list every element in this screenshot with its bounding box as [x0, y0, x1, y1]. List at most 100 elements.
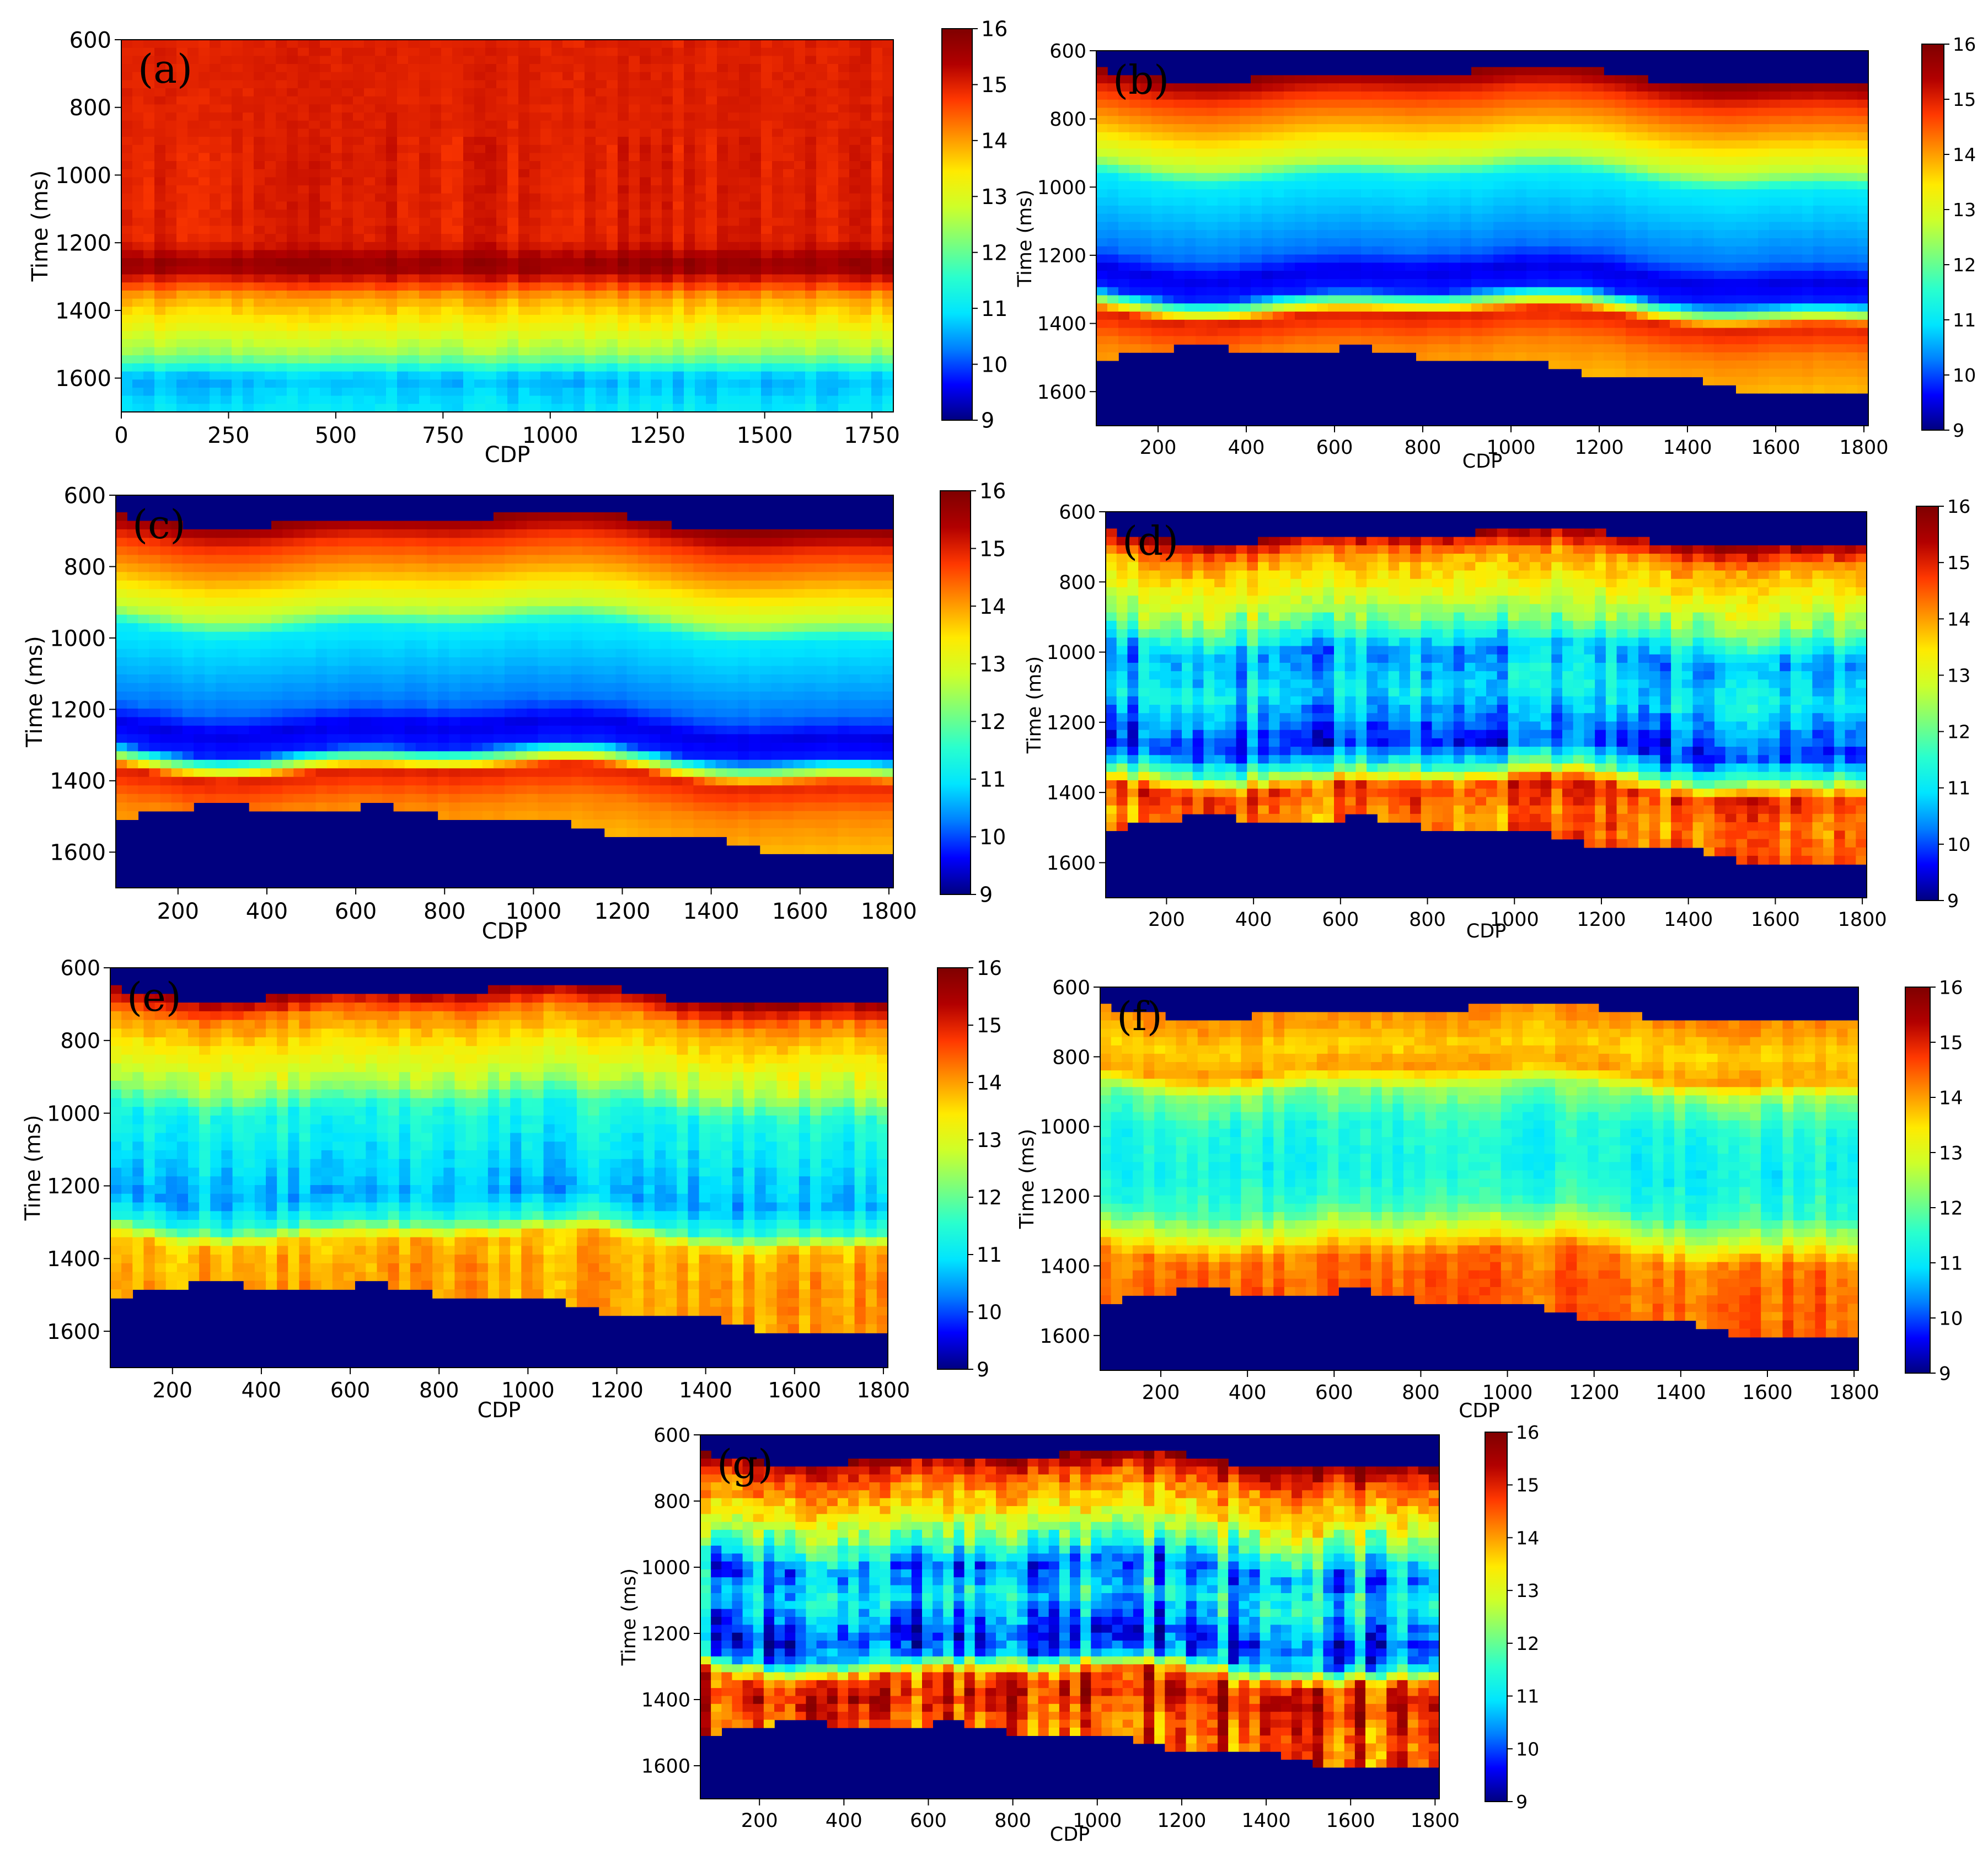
heatmap-cell [717, 404, 728, 412]
heatmap-cell [1218, 336, 1229, 345]
heatmap-cell [805, 379, 817, 388]
heatmap-cell [463, 274, 475, 283]
heatmap-cell [1284, 205, 1295, 215]
heatmap-cell [386, 266, 398, 275]
heatmap-cell [386, 371, 398, 380]
heatmap-cell [1416, 181, 1428, 190]
heatmap-cell [1626, 278, 1637, 288]
heatmap-cell [463, 169, 475, 178]
heatmap-cell [1438, 116, 1450, 125]
heatmap-cell [276, 47, 287, 57]
heatmap-cell [1162, 254, 1174, 264]
heatmap-cell [430, 371, 442, 380]
heatmap-cell [1548, 213, 1560, 223]
heatmap-cell [408, 80, 420, 89]
heatmap-cell [176, 185, 188, 194]
heatmap-cell [375, 339, 387, 348]
heatmap-cell [132, 40, 144, 49]
heatmap-cell [243, 128, 254, 137]
heatmap-cell [728, 217, 740, 227]
heatmap-cell [320, 274, 331, 283]
heatmap-cell [331, 80, 342, 89]
heatmap-cell [1096, 254, 1108, 264]
heatmap-cell [1637, 124, 1648, 133]
heatmap-cell [882, 226, 893, 234]
heatmap-cell [629, 404, 640, 412]
heatmap-cell [1427, 157, 1439, 165]
heatmap-cell [1196, 246, 1207, 255]
heatmap-cell [1460, 230, 1472, 239]
heatmap-cell [364, 80, 376, 89]
heatmap-cell [165, 217, 177, 227]
heatmap-cell [838, 128, 850, 137]
heatmap-cell [221, 137, 232, 146]
heatmap-cell [640, 371, 651, 380]
heatmap-cell [353, 185, 365, 194]
heatmap-cell [1339, 254, 1351, 264]
heatmap-cell [684, 217, 695, 227]
heatmap-cell [629, 177, 640, 186]
heatmap-cell [1118, 75, 1130, 84]
heatmap-cell [507, 298, 519, 308]
heatmap-cell [673, 323, 684, 332]
heatmap-cell [540, 274, 552, 283]
heatmap-cell [1637, 181, 1648, 190]
heatmap-cell [1151, 148, 1163, 157]
heatmap-cell [662, 201, 673, 210]
heatmap-cell [1416, 91, 1428, 100]
heatmap-cell [1151, 303, 1163, 312]
heatmap-cell [1493, 328, 1505, 337]
heatmap-cell [1328, 91, 1339, 100]
heatmap-cell [386, 387, 398, 396]
heatmap-cell [684, 64, 695, 73]
heatmap-cell [1240, 238, 1251, 247]
heatmap-cell [805, 387, 817, 396]
heatmap-cell [485, 47, 497, 57]
heatmap-cell [287, 153, 298, 162]
heatmap-cell [551, 153, 563, 162]
heatmap-cell [1416, 295, 1428, 304]
heatmap-cell [287, 201, 298, 210]
heatmap-cell [1593, 352, 1604, 361]
heatmap-cell [706, 210, 717, 218]
heatmap-cell [143, 379, 155, 388]
heatmap-cell [1637, 246, 1648, 255]
heatmap-cell [838, 104, 850, 113]
heatmap-cell [474, 331, 486, 340]
heatmap-cell [518, 64, 530, 73]
heatmap-cell [618, 331, 629, 340]
heatmap-cell [243, 96, 254, 105]
heatmap-cell [276, 193, 287, 202]
heatmap-cell [1350, 230, 1362, 239]
heatmap-cell [540, 395, 552, 405]
heatmap-cell [309, 80, 320, 89]
heatmap-cell [629, 274, 640, 283]
heatmap-cell [132, 258, 144, 267]
heatmap-cell [408, 153, 420, 162]
heatmap-cell [1350, 271, 1362, 280]
heatmap-cell [662, 96, 673, 105]
heatmap-cell [441, 258, 453, 267]
heatmap-cell [518, 88, 530, 97]
heatmap-cell [165, 363, 177, 372]
heatmap-cell [1515, 328, 1527, 337]
heatmap-cell [728, 72, 740, 81]
heatmap-cell [331, 314, 342, 324]
heatmap-cell [1593, 108, 1604, 117]
heatmap-cell [849, 314, 861, 324]
heatmap-cell [1394, 336, 1406, 345]
heatmap-cell [287, 234, 298, 243]
heatmap-cell [287, 331, 298, 340]
heatmap-cell [1526, 75, 1538, 84]
heatmap-cell [1493, 173, 1505, 182]
heatmap-cell [463, 250, 475, 259]
heatmap-cell [1107, 197, 1119, 206]
heatmap-cell [1096, 99, 1108, 109]
heatmap-cell [1262, 271, 1273, 280]
heatmap-cell [165, 339, 177, 348]
heatmap-cell [596, 395, 607, 405]
heatmap-cell [397, 290, 409, 299]
heatmap-cell [1339, 328, 1351, 337]
heatmap-cell [1350, 181, 1362, 190]
heatmap-cell [529, 112, 541, 121]
